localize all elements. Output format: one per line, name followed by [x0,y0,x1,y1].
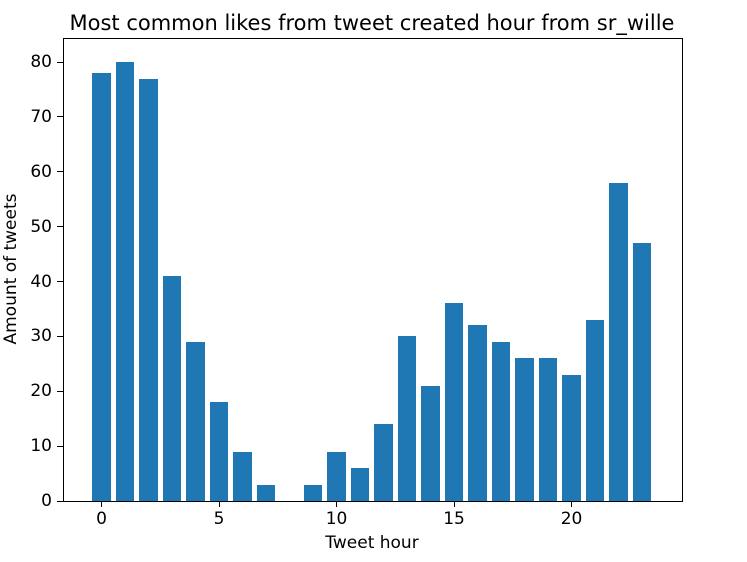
y-tick-label-50: 50 [30,216,52,237]
bar-hour-2 [139,78,158,501]
y-tick-label-40: 40 [30,271,52,292]
bar-hour-3 [162,276,182,501]
bar-hour-10 [327,451,346,501]
x-tick-label-20: 20 [560,509,583,529]
bar-hour-12 [374,424,393,501]
x-tick-mark-5 [218,501,220,507]
y-tick-label-80: 80 [30,52,52,73]
bar-hour-22 [609,182,628,501]
y-tick-mark-20 [57,390,63,392]
bar-hour-21 [585,319,605,501]
x-tick-mark-20 [571,501,573,507]
y-tick-label-20: 20 [30,381,52,402]
bar-hour-17 [491,341,511,501]
y-tick-label-30: 30 [30,326,52,347]
y-tick-mark-80 [57,61,63,63]
x-axis-label: Tweet hour [325,533,419,553]
bar-hour-15 [444,303,464,501]
y-tick-label-0: 0 [41,491,52,511]
x-tick-label-10: 10 [325,509,348,529]
y-tick-mark-10 [57,445,63,447]
y-tick-label-70: 70 [30,106,52,127]
y-tick-label-10: 10 [30,436,52,457]
bar-hour-20 [562,374,581,501]
bar-hour-0 [92,73,111,501]
y-tick-mark-60 [57,171,63,173]
bar-hour-11 [350,468,370,501]
y-tick-mark-70 [57,116,63,118]
bar-hour-16 [468,325,487,501]
bar-hour-6 [233,451,252,501]
bar-hour-7 [256,484,276,501]
x-tick-mark-10 [336,501,338,507]
x-tick-mark-0 [101,501,103,507]
plot-area: 0 5 10 15 20 0 10 20 30 40 50 60 70 80 [30,38,683,529]
x-tick-label-5: 5 [213,509,225,529]
chart-title: Most common likes from tweet created hou… [69,11,675,35]
bar-hour-9 [303,484,323,501]
x-tick-mark-15 [453,501,455,507]
bar-hour-4 [186,341,205,501]
bar-hour-1 [115,62,135,501]
x-tick-label-0: 0 [96,509,108,529]
y-tick-mark-0 [57,500,63,502]
bar-hour-14 [421,385,440,501]
bar-hour-5 [209,402,229,501]
bar-hour-18 [515,358,534,501]
y-tick-mark-40 [57,281,63,283]
bar-hour-13 [397,336,417,501]
x-tick-label-15: 15 [443,509,465,529]
bar-hour-19 [538,358,558,501]
y-tick-mark-50 [57,226,63,228]
y-tick-mark-30 [57,335,63,337]
bar-hour-23 [632,243,652,501]
y-tick-label-60: 60 [30,161,52,182]
